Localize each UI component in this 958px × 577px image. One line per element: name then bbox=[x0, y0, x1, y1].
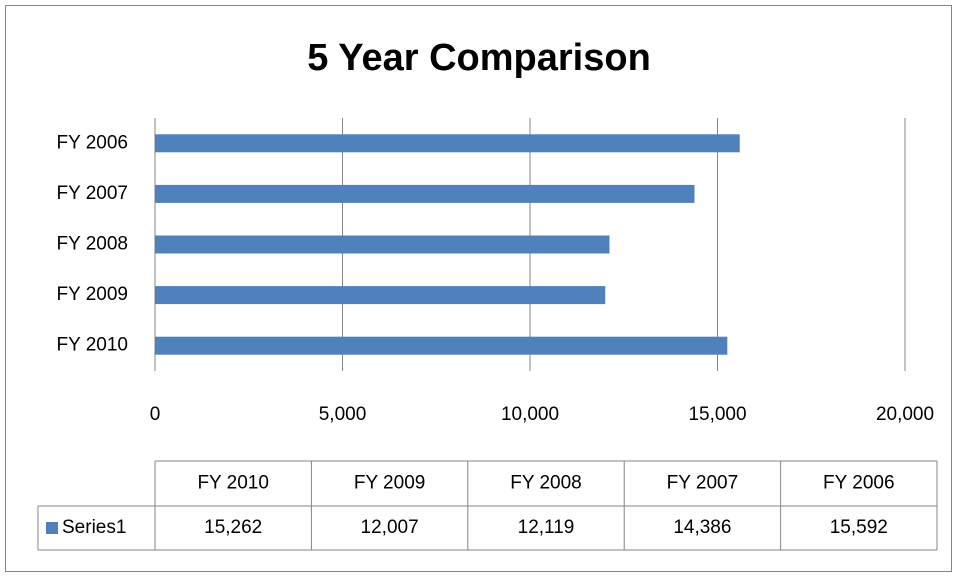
bar bbox=[155, 336, 728, 355]
chart-title: 5 Year Comparison bbox=[307, 37, 651, 79]
y-tick-label: FY 2009 bbox=[57, 284, 128, 305]
table-value: 14,386 bbox=[673, 517, 731, 538]
x-tick-label: 5,000 bbox=[319, 404, 367, 425]
legend-key bbox=[46, 522, 58, 534]
table-value: 15,592 bbox=[830, 517, 888, 538]
table-value: 15,262 bbox=[204, 517, 262, 538]
table-header: FY 2006 bbox=[823, 473, 894, 494]
bar bbox=[155, 235, 610, 254]
y-tick-label: FY 2008 bbox=[57, 234, 128, 255]
bar bbox=[155, 286, 606, 305]
table-header: FY 2007 bbox=[667, 473, 738, 494]
x-tick-label: 10,000 bbox=[501, 404, 559, 425]
y-tick-label: FY 2007 bbox=[57, 183, 128, 204]
x-tick-label: 15,000 bbox=[688, 404, 746, 425]
bar bbox=[155, 134, 740, 153]
table-header: FY 2009 bbox=[354, 473, 425, 494]
table-value: 12,119 bbox=[518, 517, 575, 538]
table-header: FY 2010 bbox=[197, 473, 268, 494]
x-tick-label: 0 bbox=[150, 404, 161, 425]
x-tick-label: 20,000 bbox=[876, 404, 934, 425]
y-tick-label: FY 2006 bbox=[57, 132, 128, 153]
y-tick-label: FY 2010 bbox=[57, 335, 128, 356]
table-header: FY 2008 bbox=[510, 473, 581, 494]
table-value: 12,007 bbox=[361, 517, 419, 538]
legend-label: Series1 bbox=[62, 517, 126, 538]
bar bbox=[155, 184, 695, 203]
